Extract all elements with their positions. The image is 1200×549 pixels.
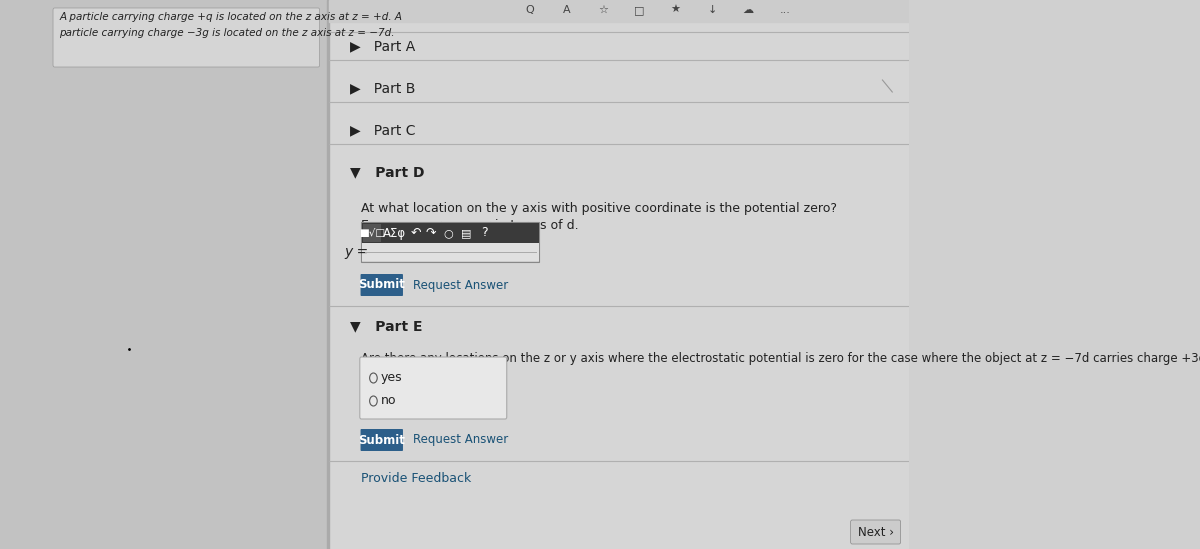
Text: □: □	[634, 5, 644, 15]
Text: A particle carrying charge +q is located on the z axis at z = +d. A: A particle carrying charge +q is located…	[59, 12, 402, 22]
Text: AΣφ: AΣφ	[383, 227, 406, 239]
Bar	[362, 224, 382, 242]
Bar	[329, 0, 908, 22]
Bar	[361, 222, 539, 262]
Text: A: A	[563, 5, 570, 15]
Text: ■√□: ■√□	[359, 228, 385, 238]
Text: Submit: Submit	[359, 434, 406, 446]
Text: Next ›: Next ›	[858, 525, 894, 539]
Text: ○: ○	[444, 228, 454, 238]
Text: y =: y =	[344, 245, 368, 259]
Text: Express your answer in terms of d.: Express your answer in terms of d.	[361, 219, 578, 232]
Text: no: no	[382, 395, 396, 407]
Text: ?: ?	[481, 227, 487, 239]
Text: Submit: Submit	[359, 278, 406, 292]
FancyBboxPatch shape	[851, 520, 901, 544]
Text: ▤: ▤	[461, 228, 472, 238]
Text: ▶   Part A: ▶ Part A	[350, 39, 415, 53]
Text: Are there any locations on the z or y axis where the electrostatic potential is : Are there any locations on the z or y ax…	[361, 352, 1200, 365]
Text: ↷: ↷	[426, 227, 437, 239]
FancyBboxPatch shape	[360, 357, 506, 419]
FancyBboxPatch shape	[360, 274, 403, 296]
Text: ...: ...	[779, 5, 790, 15]
Text: ▶   Part B: ▶ Part B	[350, 81, 415, 95]
Bar	[329, 0, 908, 549]
Text: yes: yes	[382, 372, 403, 384]
Bar	[0, 0, 328, 549]
Text: Request Answer: Request Answer	[413, 278, 508, 292]
Text: Provide Feedback: Provide Feedback	[361, 473, 472, 485]
Text: ▶   Part C: ▶ Part C	[350, 123, 415, 137]
Bar	[328, 0, 329, 549]
Text: ▼   Part D: ▼ Part D	[350, 165, 425, 179]
Text: particle carrying charge −3g is located on the z axis at z = −7d.: particle carrying charge −3g is located …	[59, 28, 395, 38]
FancyBboxPatch shape	[360, 429, 403, 451]
Bar	[362, 223, 539, 243]
FancyBboxPatch shape	[53, 8, 319, 67]
Text: ☆: ☆	[598, 5, 608, 15]
Text: Q: Q	[526, 5, 534, 15]
Text: ▼   Part E: ▼ Part E	[350, 319, 422, 333]
Text: Request Answer: Request Answer	[413, 434, 508, 446]
Text: ↶: ↶	[410, 227, 421, 239]
Text: At what location on the y axis with positive coordinate is the potential zero?: At what location on the y axis with posi…	[361, 202, 838, 215]
Text: ☁: ☁	[743, 5, 754, 15]
Text: ★: ★	[671, 5, 680, 15]
Bar	[362, 243, 539, 261]
Text: ↓: ↓	[707, 5, 716, 15]
